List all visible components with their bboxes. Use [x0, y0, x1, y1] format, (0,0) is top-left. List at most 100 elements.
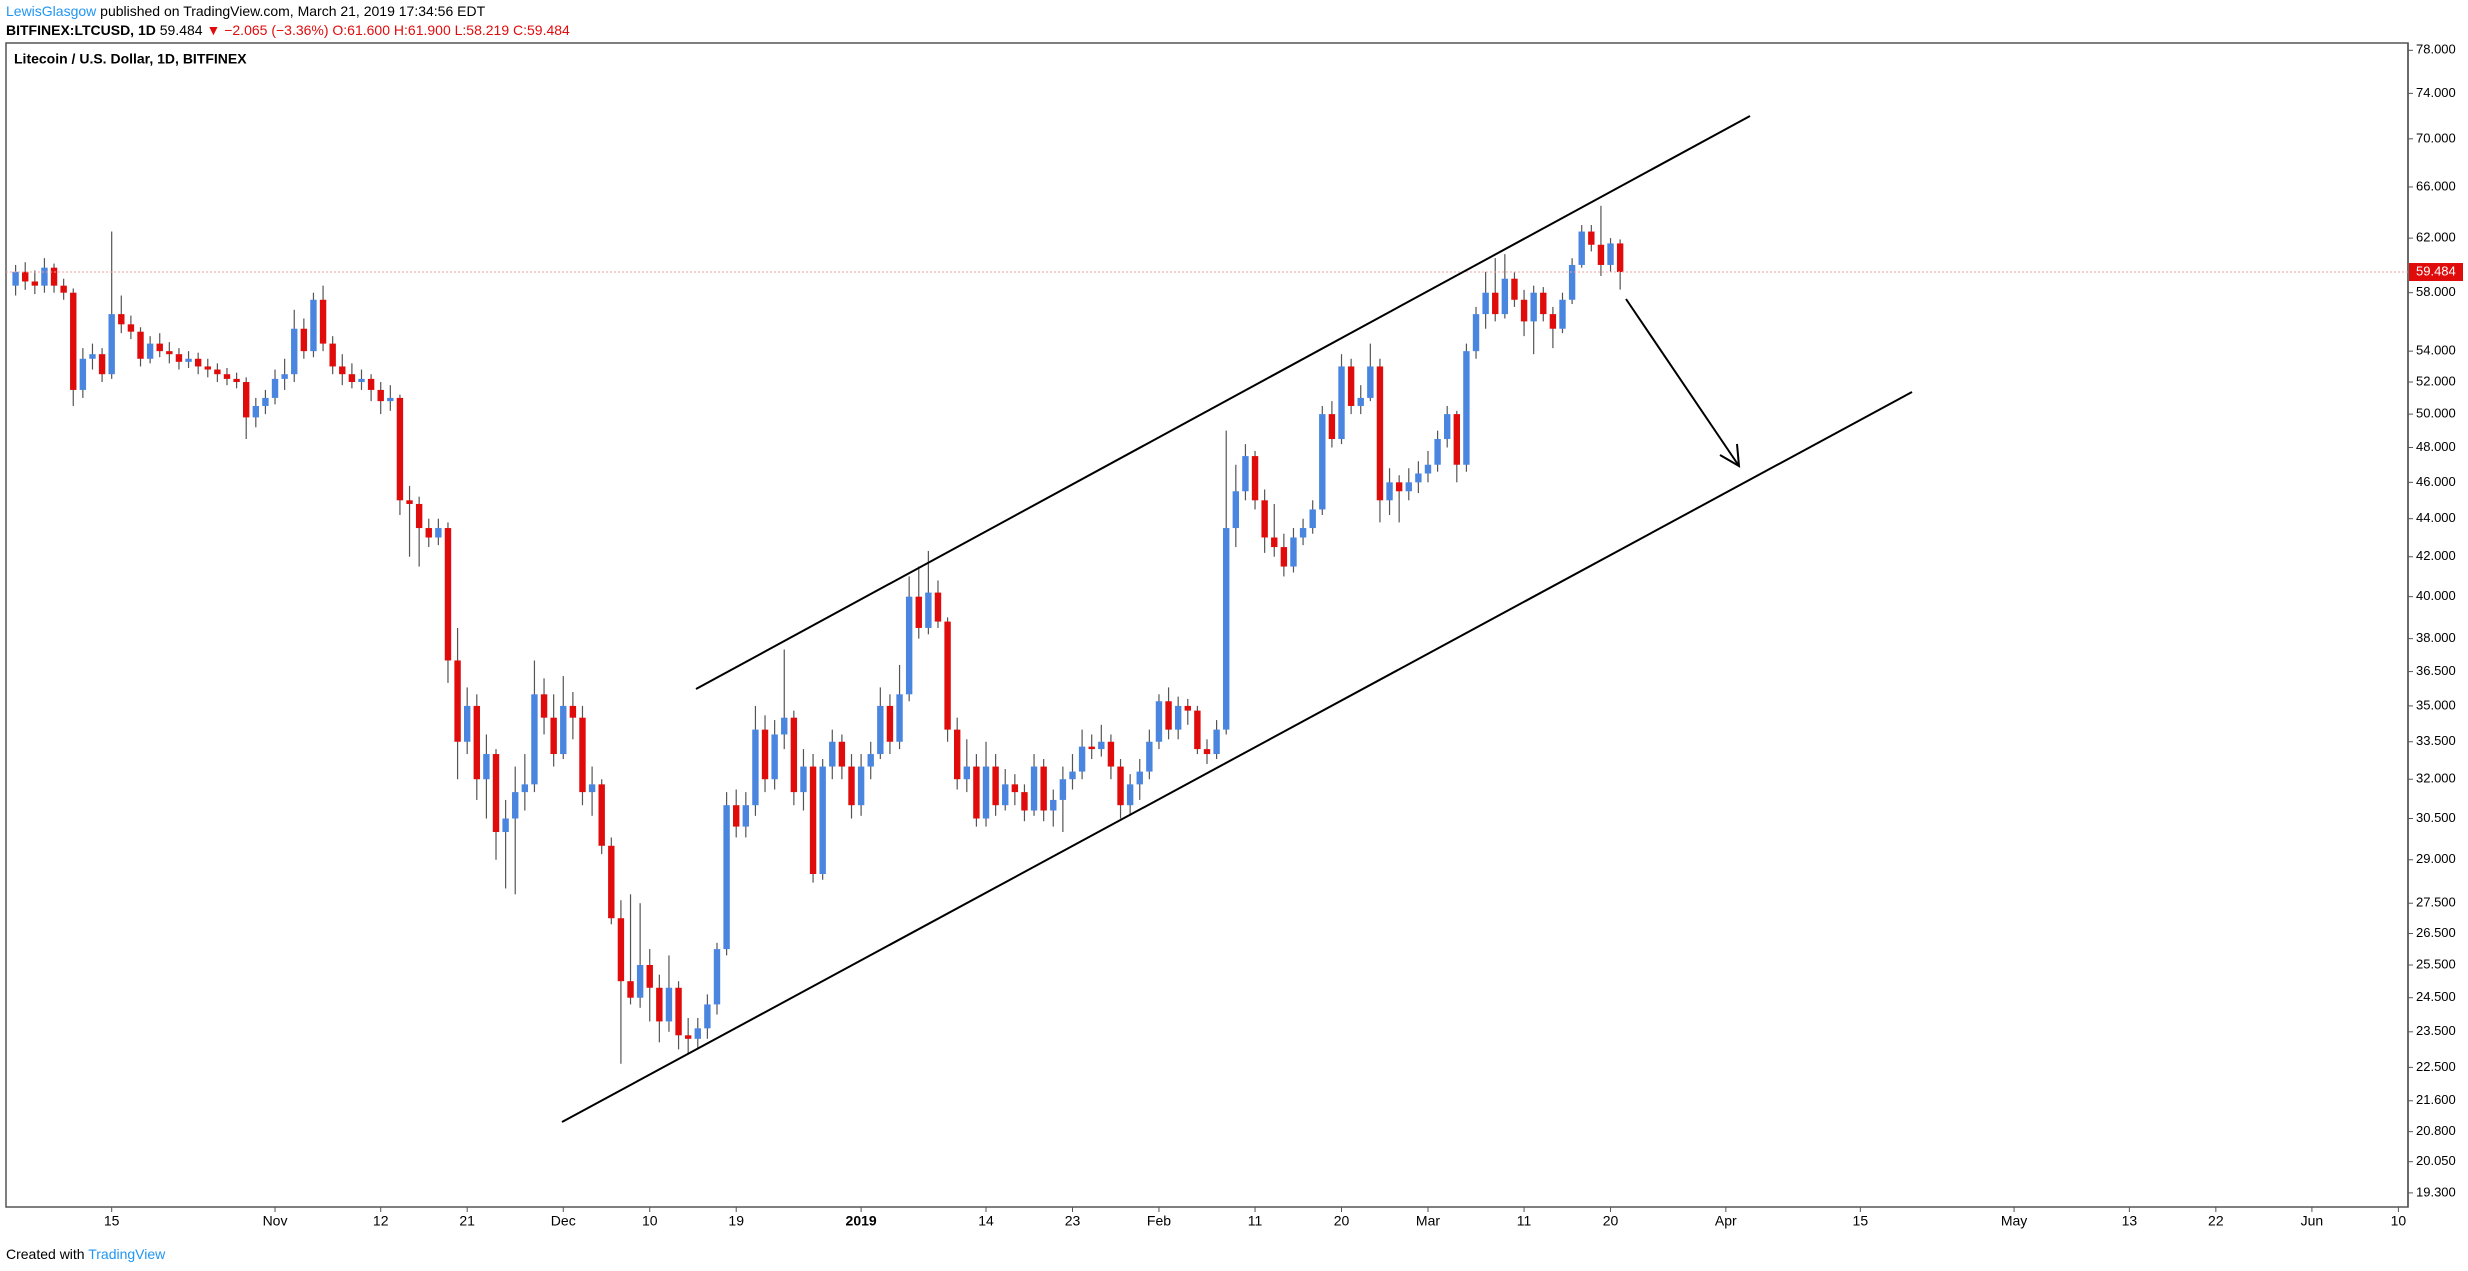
y-tick-label: 48.000: [2416, 439, 2456, 454]
candle-body: [636, 964, 644, 998]
candle-body: [444, 528, 452, 661]
arrow[interactable]: [1625, 298, 1740, 467]
candle-body: [454, 660, 461, 742]
candle-body: [492, 754, 500, 833]
candle-body: [646, 964, 653, 988]
candle-body: [665, 987, 673, 1022]
candle-body: [973, 766, 980, 819]
candle-body: [1261, 500, 1268, 538]
candle-body: [22, 271, 29, 282]
author[interactable]: LewisGlasgow: [6, 3, 97, 19]
candle-body: [1540, 292, 1547, 315]
candle-body: [550, 717, 557, 755]
candle-body: [79, 358, 87, 390]
candle-body: [118, 314, 125, 325]
symbol: BITFINEX:LTCUSD, 1D: [6, 22, 156, 38]
candle-body: [502, 818, 509, 833]
candle-body: [1155, 701, 1163, 742]
plot-frame: [5, 42, 2409, 1208]
x-tick-label: May: [2001, 1213, 2027, 1229]
candle-body: [953, 729, 961, 780]
candle-body: [1568, 264, 1576, 300]
candle-body: [915, 596, 922, 628]
candle-body: [1338, 366, 1345, 440]
candle-body: [1578, 231, 1585, 265]
candle-body: [1616, 243, 1624, 273]
candle-body: [60, 285, 67, 293]
candle-body: [675, 987, 682, 1036]
candle-body: [761, 729, 769, 780]
candle-body: [98, 354, 106, 375]
x-tick-label: 19: [728, 1213, 744, 1229]
candle-body: [1040, 766, 1047, 811]
candle-body: [982, 766, 990, 819]
candle-body: [1280, 547, 1288, 567]
candle-body: [1588, 231, 1595, 245]
brand[interactable]: TradingView: [88, 1246, 166, 1262]
x-tick-label: 20: [1603, 1213, 1619, 1229]
candle-body: [1126, 784, 1134, 806]
candle-body: [271, 378, 279, 398]
y-tick-label: 24.500: [2416, 989, 2456, 1004]
y-tick-label: 33.500: [2416, 733, 2456, 748]
ohlc: L:58.219: [454, 22, 510, 38]
candle-body: [1213, 729, 1220, 755]
candle-body: [425, 528, 432, 538]
candle-body: [406, 500, 413, 504]
candle-body: [387, 397, 394, 402]
candle-body: [1395, 482, 1403, 492]
candle-body: [684, 1035, 692, 1039]
candle-body: [233, 378, 240, 383]
y-tick-label: 29.000: [2416, 851, 2456, 866]
candle-body: [70, 292, 77, 390]
candle-body: [1271, 537, 1278, 548]
candle-body: [243, 382, 250, 418]
candle-body: [617, 918, 625, 982]
candle-body: [1088, 746, 1095, 750]
chart: Litecoin / U.S. Dollar, 1D, BITFINEX 78.…: [5, 42, 2463, 1229]
candle-body: [435, 528, 442, 538]
y-tick-label: 35.000: [2416, 697, 2456, 712]
candle-body: [377, 389, 384, 402]
y-tick-label: 44.000: [2416, 510, 2456, 525]
candle-body: [781, 717, 788, 735]
candle-body: [339, 366, 346, 375]
candle-body: [877, 705, 884, 755]
candle-body: [1405, 482, 1412, 492]
trend-line[interactable]: [561, 391, 1913, 1123]
candle-body: [1482, 292, 1489, 315]
y-tick-label: 58.000: [2416, 284, 2456, 299]
y-tick-label: 23.500: [2416, 1023, 2456, 1038]
publish-line: LewisGlasgow published on TradingView.co…: [6, 3, 485, 19]
candle-body: [867, 754, 874, 767]
candle-body: [1107, 741, 1115, 767]
x-tick-label: 15: [104, 1213, 120, 1229]
candle-body: [857, 766, 865, 806]
y-tick-label: 30.500: [2416, 810, 2456, 825]
y-tick-label: 74.000: [2416, 85, 2456, 100]
candle-body: [742, 805, 750, 827]
candle-body: [1078, 746, 1086, 772]
candle-body: [319, 299, 327, 344]
y-tick-label: 21.600: [2416, 1092, 2456, 1107]
candle-body: [1011, 784, 1019, 793]
candle-body: [1069, 771, 1076, 780]
candle-body: [713, 949, 721, 1005]
candle-body: [896, 694, 903, 742]
y-tick-label: 42.000: [2416, 548, 2456, 563]
candle-body: [809, 766, 817, 874]
candle-body: [1203, 749, 1211, 755]
y-tick-label: 19.300: [2416, 1184, 2456, 1199]
x-tick-label: Jun: [2301, 1213, 2324, 1229]
candle-body: [579, 717, 586, 793]
footer: Created with TradingView: [6, 1246, 165, 1262]
candle-body: [656, 987, 663, 1022]
x-tick-label: 22: [2208, 1213, 2224, 1229]
candle-body: [1347, 366, 1355, 406]
candle-body: [291, 328, 298, 375]
candle-body: [1607, 243, 1614, 265]
candle-body: [214, 369, 221, 375]
candle-body: [1319, 414, 1326, 510]
trend-line[interactable]: [695, 115, 1751, 690]
candle-body: [790, 717, 798, 793]
